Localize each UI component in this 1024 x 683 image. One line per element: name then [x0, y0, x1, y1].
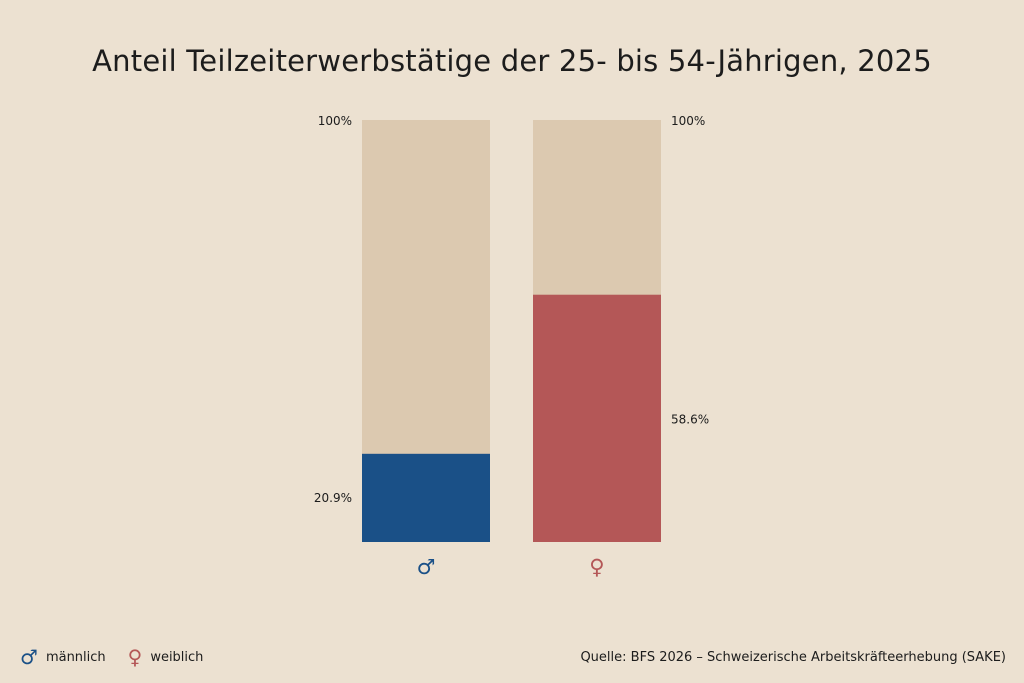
value-label-male: 20.9%	[314, 491, 352, 505]
bar-female	[533, 294, 661, 542]
male-symbol-icon: ♂	[20, 645, 38, 669]
bar-chart: 100% 20.9% ♂ 100% 58.6% ♀	[314, 114, 709, 579]
category-icon-male: ♂	[417, 555, 436, 579]
legend-label-male: männlich	[45, 649, 106, 665]
source-note: Quelle: BFS 2026 – Schweizerische Arbeit…	[580, 650, 1006, 665]
female-symbol-icon: ♀	[127, 645, 143, 669]
legend-item-female: ♀ weiblich	[128, 647, 204, 667]
value-label-female: 58.6%	[671, 412, 709, 426]
max-label-male: 100%	[318, 114, 352, 128]
chart-title: Anteil Teilzeiterwerbstätige der 25- bis…	[92, 44, 932, 78]
legend: ♂ männlich ♀ weiblich	[20, 647, 225, 667]
max-label-female: 100%	[671, 114, 705, 128]
category-icon-female: ♀	[589, 555, 604, 579]
legend-item-male: ♂ männlich	[20, 647, 106, 667]
legend-label-female: weiblich	[150, 649, 204, 665]
bar-male	[362, 453, 490, 542]
